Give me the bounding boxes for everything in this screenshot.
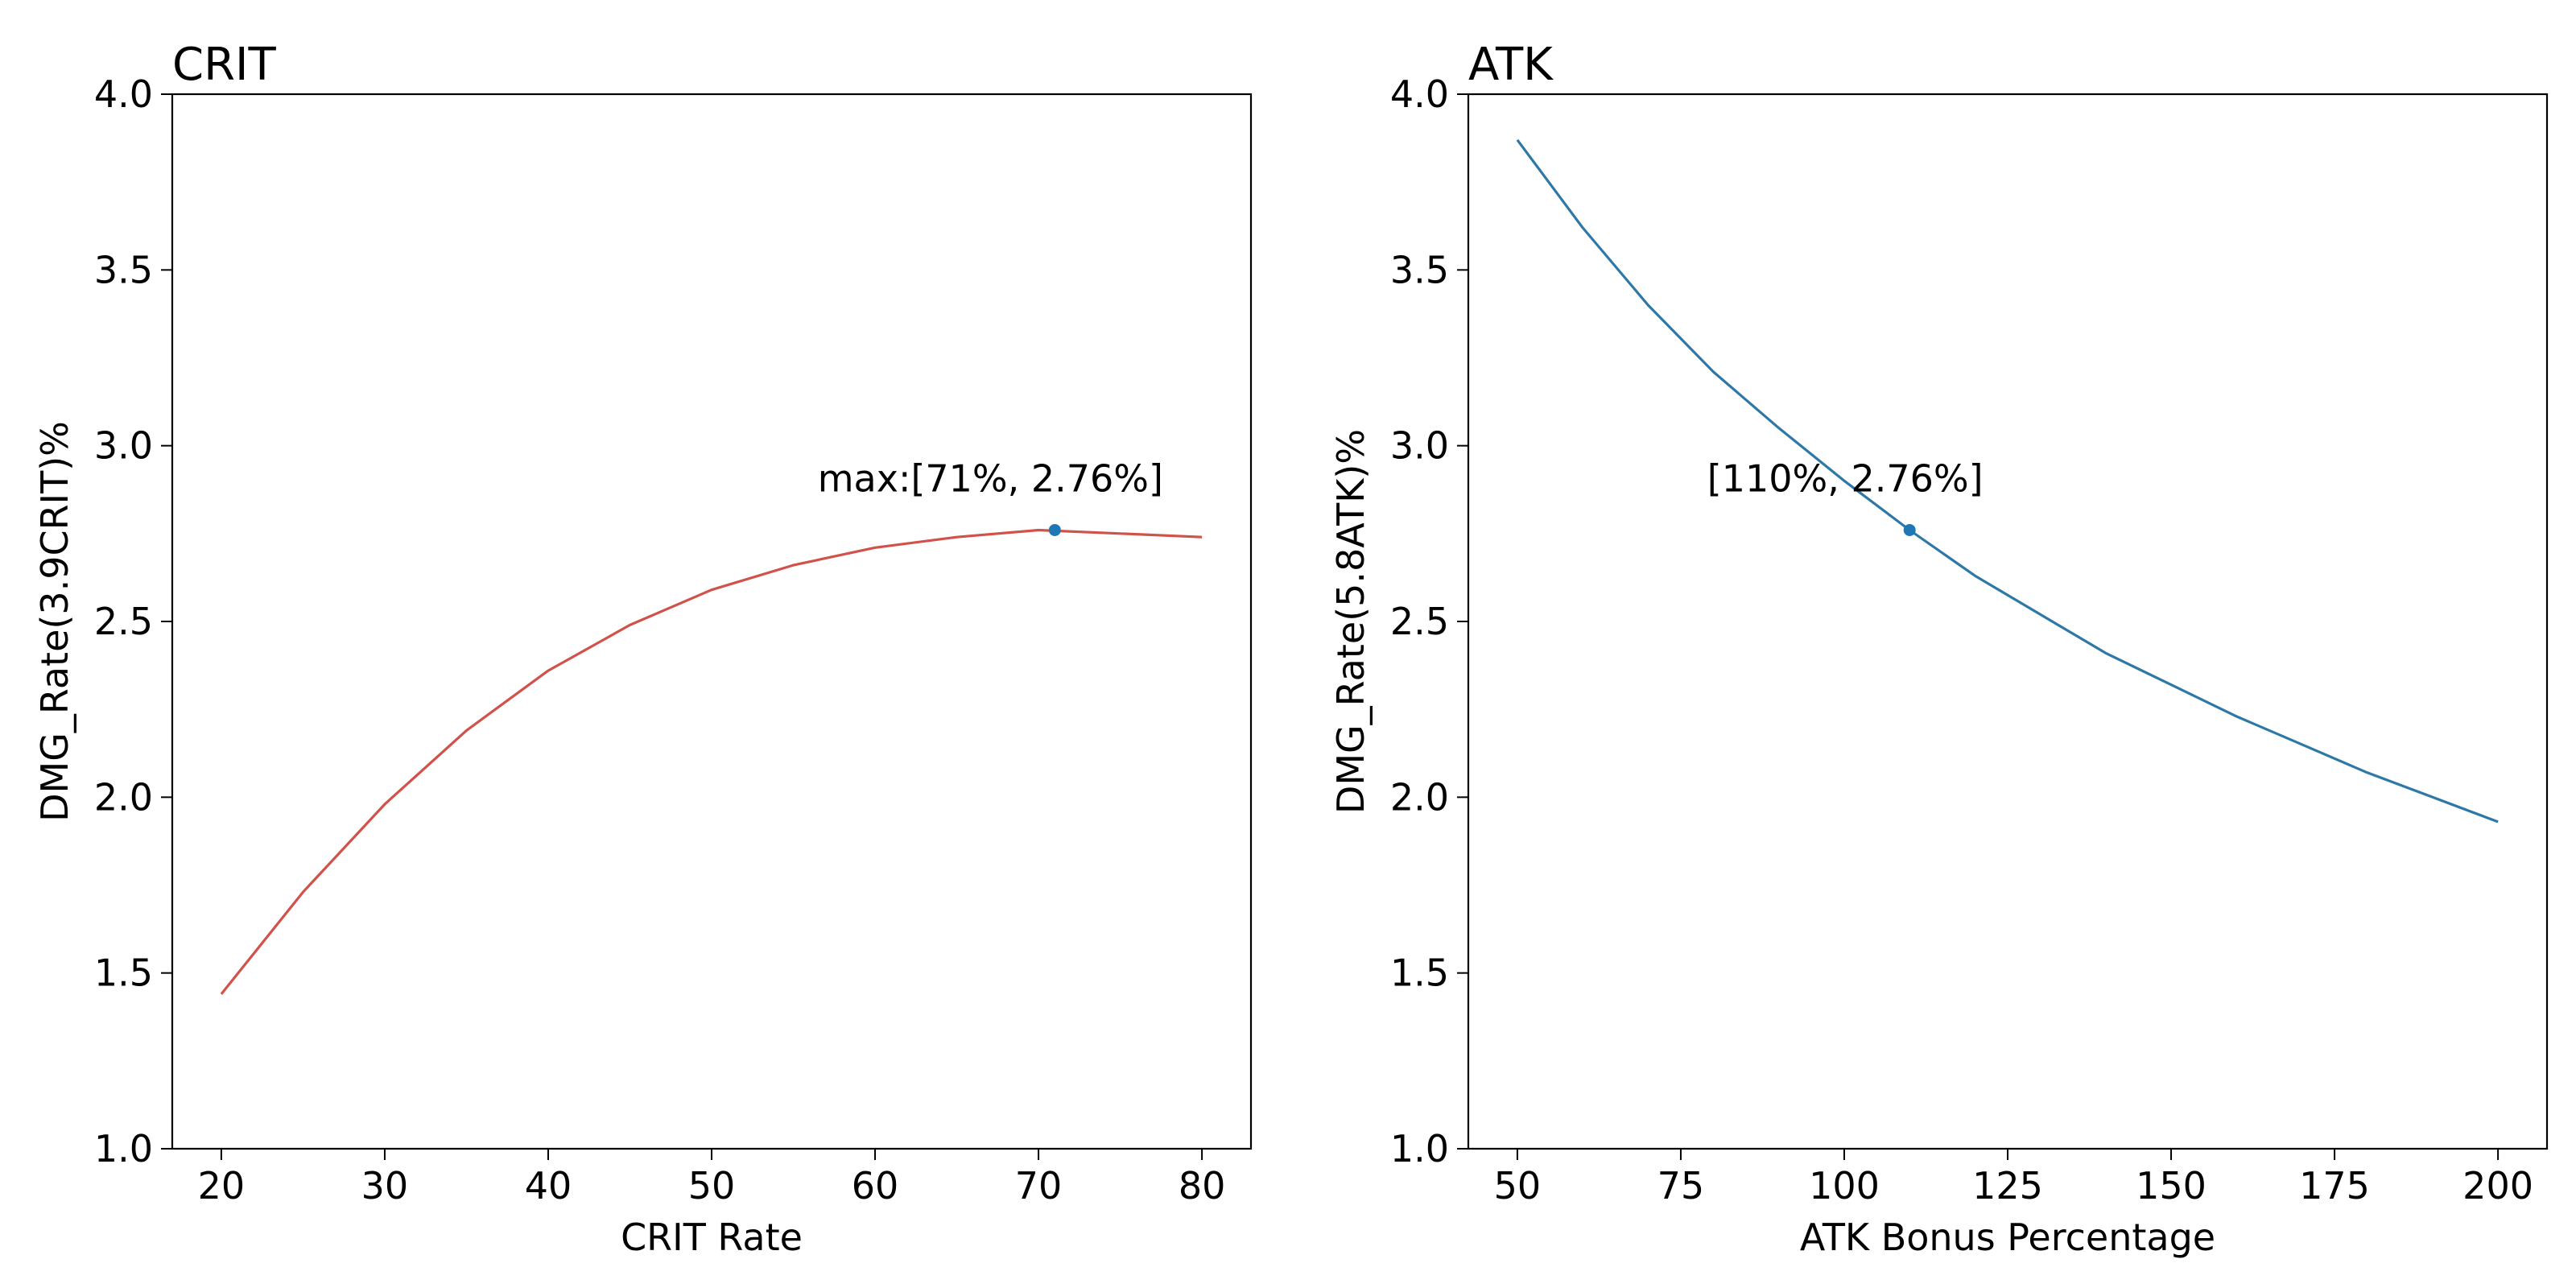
highlight-point [1903,523,1916,536]
x-tick-label: 200 [2462,1164,2533,1208]
chart-panel-atk: 50 75 100 125 150 175 200 1.0 1.5 2.0 2.5 3.0 3.5 4.0… [1329,39,2549,1259]
y-tick-label: 4.0 [94,72,153,116]
x-tick-label: 50 [1494,1164,1542,1208]
y-tick-label: 3.5 [94,248,153,291]
x-tick-label: 40 [525,1164,572,1208]
y-tick-label: 1.0 [1390,1127,1449,1170]
x-axis-label: ATK Bonus Percentage [1800,1216,2215,1259]
x-tick-label: 80 [1179,1164,1226,1208]
series-line [1516,138,2499,824]
y-tick-label: 2.5 [94,600,153,643]
x-tick-label: 60 [852,1164,899,1208]
x-tick-label: 125 [1972,1164,2043,1208]
point-annotation: [110%, 2.76%] [1707,456,1984,500]
y-tick-label: 4.0 [1390,72,1449,116]
plot-frame [1467,93,2549,1150]
y-tick-label: 2.5 [1390,600,1449,643]
y-axis-label: DMG_Rate(5.8ATK)% [1329,429,1373,814]
chart-title: CRIT [172,39,277,91]
x-tick-label: 75 [1657,1164,1705,1208]
chart-title: ATK [1468,39,1554,91]
y-tick-label: 2.0 [1390,775,1449,819]
y-tick-label: 3.0 [94,424,153,468]
y-tick-label: 2.0 [94,775,153,819]
x-axis-label: CRIT Rate [621,1216,803,1259]
plot-frame [171,93,1253,1150]
x-tick-label: 175 [2299,1164,2370,1208]
highlight-point [1048,523,1061,536]
series-line [220,528,1203,995]
y-axis-label: DMG_Rate(3.9CRIT)% [33,421,76,822]
y-tick-label: 1.5 [94,952,153,995]
point-annotation: max:[71%, 2.76%] [818,456,1163,500]
chart-panel-crit: 20 30 40 50 60 70 80 1.0 1.5 2.0 2.5 3.0 3.5 4.0 CRIT C… [33,39,1253,1259]
x-tick-label: 150 [2136,1164,2207,1208]
y-tick-label: 3.0 [1390,424,1449,468]
x-tick-label: 50 [688,1164,736,1208]
x-tick-label: 70 [1015,1164,1063,1208]
x-tick-label: 100 [1809,1164,1880,1208]
y-tick-label: 1.0 [94,1127,153,1170]
x-tick-label: 20 [198,1164,246,1208]
y-tick-label: 1.5 [1390,952,1449,995]
x-tick-label: 30 [361,1164,409,1208]
y-tick-label: 3.5 [1390,248,1449,291]
